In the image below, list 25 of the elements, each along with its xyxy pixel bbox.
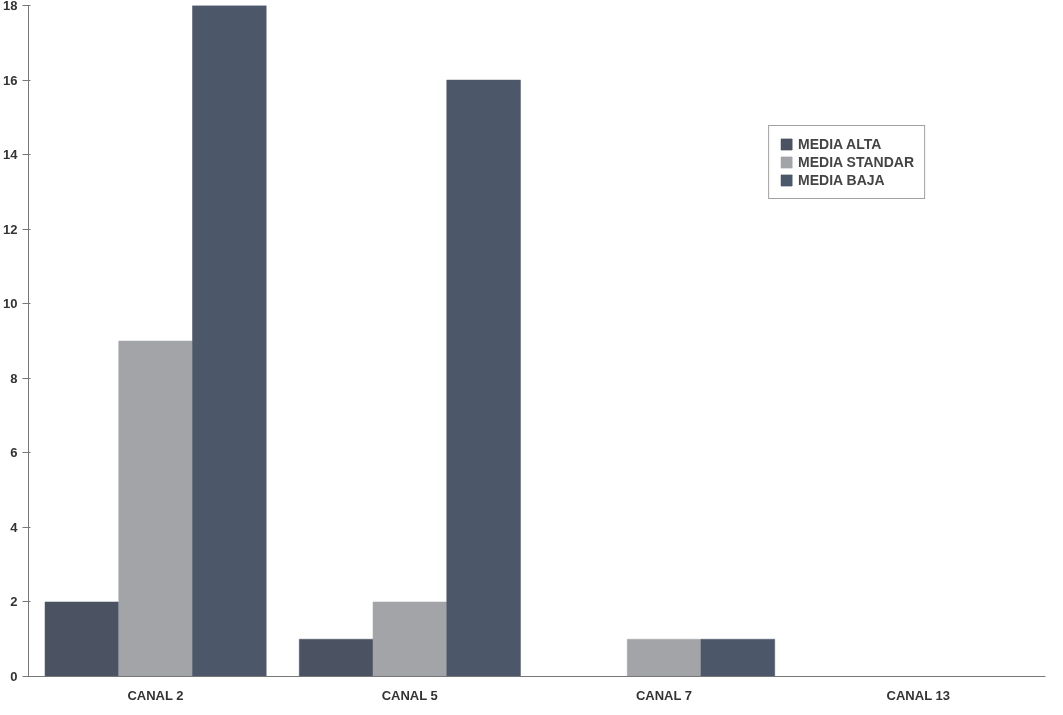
bar [299, 638, 374, 677]
x-tick-label: CANAL 13 [886, 687, 950, 703]
bar [44, 601, 120, 677]
bar [192, 5, 267, 677]
y-tick-label: 16 [3, 72, 18, 88]
y-tick-label: 12 [3, 221, 18, 237]
bar [372, 601, 447, 677]
legend-label: MEDIA BAJA [798, 172, 885, 188]
y-tick-label: 6 [10, 445, 18, 461]
y-tick-label: 8 [10, 370, 18, 386]
y-tick-label: 0 [10, 669, 18, 684]
x-tick-label: CANAL 7 [635, 687, 693, 703]
legend-label: MEDIA STANDAR [798, 154, 914, 170]
bar [627, 638, 702, 677]
y-tick-label: 14 [3, 147, 19, 163]
x-tick-label: CANAL 2 [127, 687, 184, 703]
y-tick-label: 18 [3, 0, 18, 13]
x-tick-label: CANAL 5 [381, 687, 438, 703]
bar [446, 79, 521, 677]
bar [118, 340, 193, 677]
y-tick-label: 4 [10, 519, 19, 535]
y-tick-label: 10 [3, 296, 18, 312]
legend-label: MEDIA ALTA [798, 136, 882, 152]
y-tick-label: 2 [10, 594, 18, 610]
bar [700, 638, 775, 677]
